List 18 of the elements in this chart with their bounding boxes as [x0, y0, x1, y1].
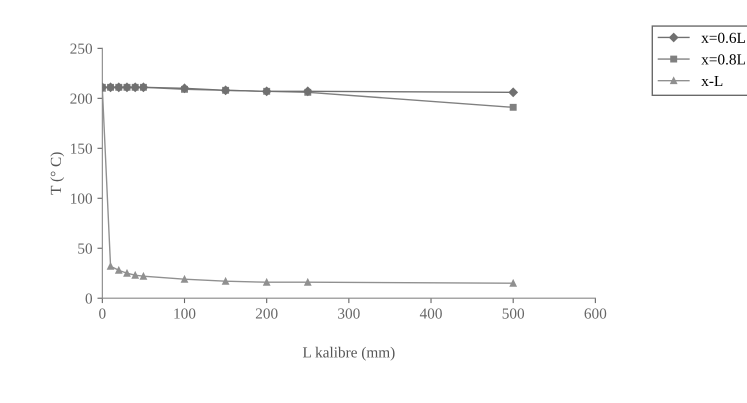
- x-tick-label: 100: [174, 308, 196, 319]
- y-tick-label: 0: [86, 293, 92, 304]
- y-tick-label: 200: [70, 93, 92, 104]
- y-axis-title: T (° C): [50, 152, 64, 195]
- x-tick-label: 200: [256, 308, 278, 319]
- y-tick-label: 50: [78, 243, 92, 254]
- y-tick-label: 100: [71, 193, 92, 204]
- legend-label: x-L: [701, 76, 722, 86]
- x-tick-label: 0: [99, 308, 106, 319]
- x-tick-label: 500: [502, 308, 524, 319]
- legend-label: x=0.6L: [701, 32, 745, 44]
- y-tick-label: 150: [71, 143, 92, 154]
- legend-label: x=0.8L: [701, 54, 745, 65]
- x-axis-title: L kalibre (mm): [302, 346, 395, 361]
- x-tick-label: 600: [584, 308, 606, 319]
- x-tick-label: 400: [420, 308, 442, 319]
- y-tick-label: 250: [70, 44, 92, 54]
- x-tick-label: 300: [338, 308, 360, 319]
